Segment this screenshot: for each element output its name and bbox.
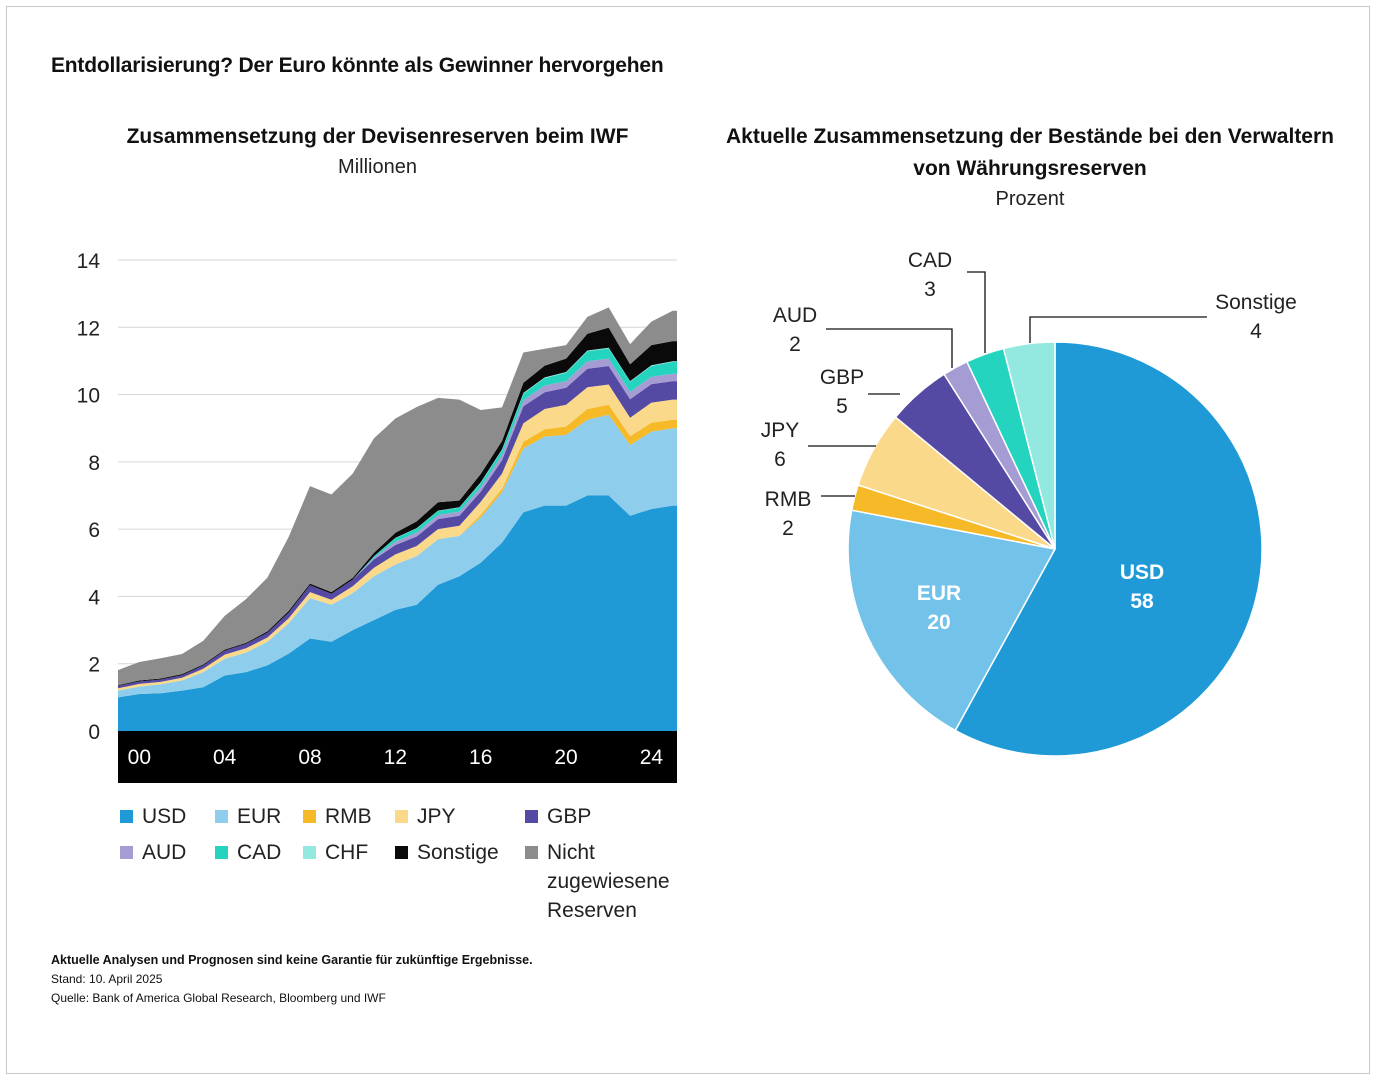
pie-chart-title: Aktuelle Zusammensetzung der Bestände be… [725,125,1334,180]
legend-swatch [395,810,408,823]
area-chart-unit: Millionen [338,156,417,178]
legend-label: AUD [142,841,187,864]
legend-label: GBP [547,805,592,828]
legend-swatch [303,846,316,859]
legend-swatch [120,846,133,859]
legend-label: USD [142,805,187,828]
legend-item: USD [120,802,186,831]
legend-label: JPY [417,805,456,828]
legend-label: CHF [325,841,369,864]
source-note: Quelle: Bank of America Global Research,… [51,991,386,1005]
legend-swatch [303,810,316,823]
legend-item: JPY [395,802,456,831]
legend-item: GBP [525,802,685,831]
legend-label: RMB [325,805,372,828]
legend-swatch [215,846,228,859]
legend-swatch [120,810,133,823]
legend-label: Nicht zugewiesene Reserven [547,841,670,922]
legend-item: EUR [215,802,281,831]
legend-swatch [525,846,538,859]
area-chart-title: Zusammensetzung der Devisenreserven beim… [126,125,629,148]
disclaimer-note: Aktuelle Analysen und Prognosen sind kei… [51,953,533,967]
legend-swatch [525,810,538,823]
legend-item: AUD [120,838,186,867]
legend-label: Sonstige [417,841,499,864]
legend-item: RMB [303,802,372,831]
legend-label: CAD [237,841,282,864]
footnotes: Aktuelle Analysen und Prognosen sind kei… [51,951,533,1008]
page-title: Entdollarisierung? Der Euro könnte als G… [51,54,664,77]
chart-frame [6,6,1370,1074]
legend-item: Nicht zugewiesene Reserven [525,838,685,925]
legend-item: Sonstige [395,838,499,867]
legend-item: CHF [303,838,368,867]
pie-chart-unit: Prozent [995,188,1065,210]
legend-swatch [215,810,228,823]
legend-item: CAD [215,838,281,867]
legend-label: EUR [237,805,282,828]
legend-swatch [395,846,408,859]
date-note: Stand: 10. April 2025 [51,972,163,986]
